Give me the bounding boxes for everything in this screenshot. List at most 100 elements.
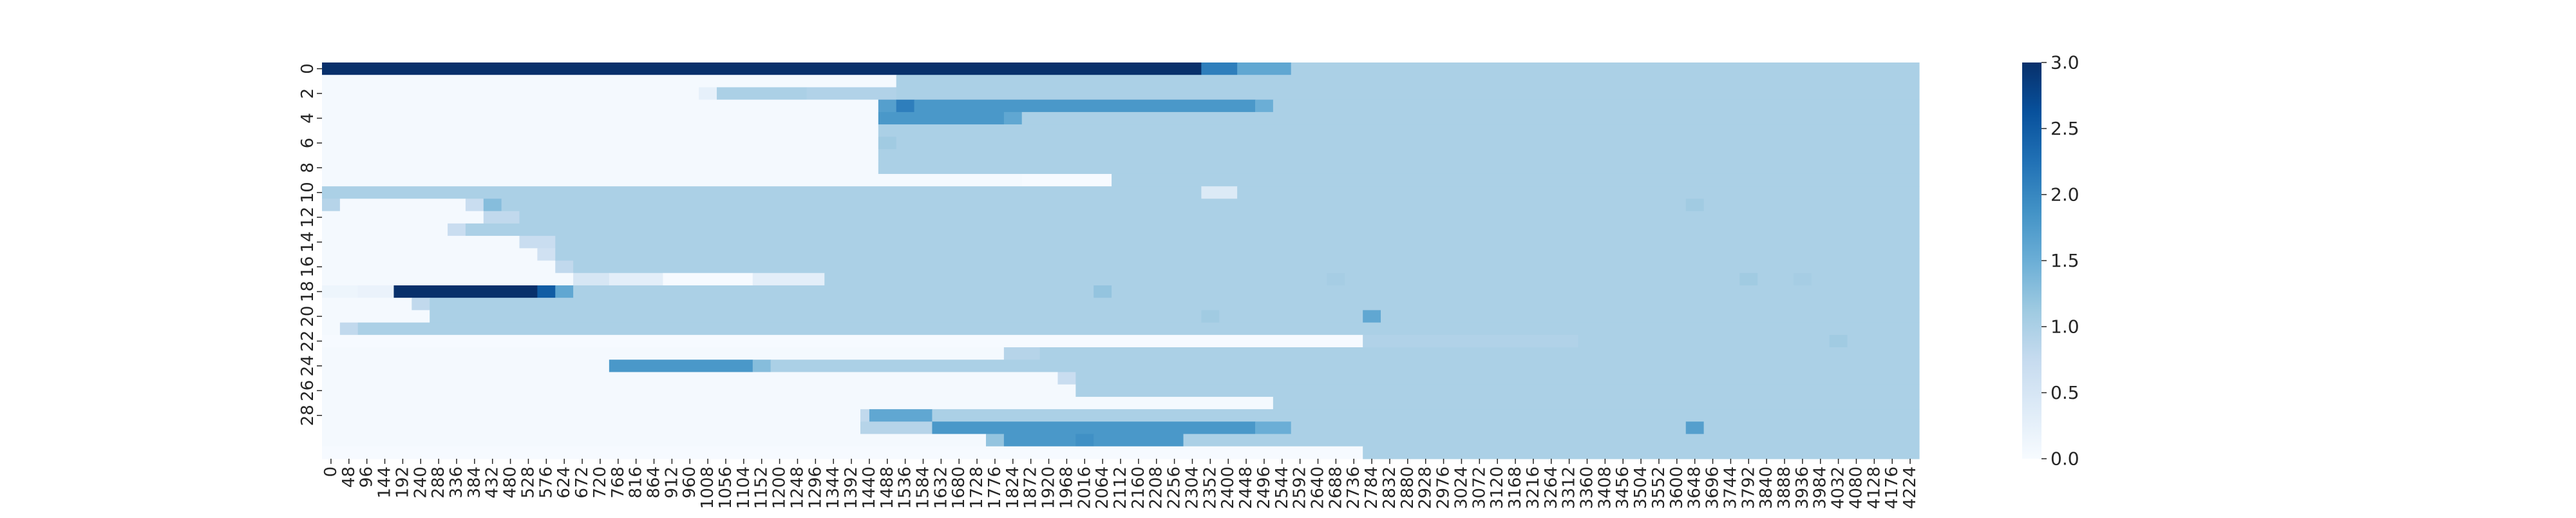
heatmap-cell (322, 248, 538, 262)
x-tick-label: 1440 (860, 466, 879, 509)
y-tick-label: 28 (298, 405, 317, 426)
x-tick-label: 1056 (716, 466, 735, 509)
y-tick-label: 22 (298, 331, 317, 352)
heatmap-cell (322, 421, 861, 435)
heatmap-cell (430, 298, 1920, 311)
heatmap-cell (555, 260, 574, 274)
heatmap-cell (878, 137, 897, 150)
heatmap-cell (483, 211, 520, 224)
heatmap-cell (322, 149, 879, 162)
heatmap-cell (537, 248, 556, 262)
heatmap-cell (986, 434, 1005, 447)
x-tick-label: 1632 (931, 466, 951, 509)
x-tick-label: 2736 (1344, 466, 1363, 509)
heatmap-cell (322, 322, 341, 336)
x-tick-label: 768 (609, 466, 628, 499)
x-tick-label: 1152 (752, 466, 772, 509)
heatmap-cell (878, 124, 1920, 137)
heatmap-cell (322, 434, 987, 447)
x-tick-label: 3456 (1613, 466, 1633, 509)
heatmap-cell (1003, 434, 1076, 447)
x-tick-label: 672 (573, 466, 592, 499)
x-tick-label: 4224 (1900, 466, 1920, 509)
heatmap-cell (537, 285, 556, 298)
heatmap-cell (322, 99, 879, 113)
x-tick-label: 3600 (1667, 466, 1687, 509)
heatmap-cell (501, 198, 1920, 212)
heatmap-cell (322, 173, 1023, 187)
x-tick-label: 1968 (1057, 466, 1076, 509)
heatmap-cell (573, 260, 1920, 274)
heatmap-cell (1201, 62, 1238, 75)
colorbar-tick-label: 2.0 (2050, 184, 2079, 206)
heatmap-cell (322, 273, 574, 286)
x-tick-label: 4032 (1829, 466, 1848, 509)
heatmap-cell (322, 223, 448, 236)
heatmap-cell (878, 149, 1920, 162)
heatmap-cell (717, 87, 807, 101)
heatmap-cell (896, 75, 1920, 88)
heatmap-cell (1291, 421, 1920, 435)
heatmap-cell (1201, 310, 1220, 323)
x-tick-label: 3696 (1703, 466, 1723, 509)
heatmap-cell (483, 198, 502, 212)
heatmap-cell (609, 360, 753, 373)
heatmap-cell (1021, 173, 1112, 187)
colorbar-gradient (2022, 62, 2041, 459)
heatmap-cell (1094, 434, 1184, 447)
heatmap-cell (770, 360, 1920, 373)
x-tick-label: 2976 (1434, 466, 1454, 509)
heatmap-cell (1363, 446, 1920, 459)
heatmap-cell (1829, 334, 1848, 348)
x-tick-label: 96 (357, 466, 377, 488)
heatmap-cell (357, 322, 1920, 336)
x-tick-label: 1200 (770, 466, 790, 509)
heatmap-cell (322, 360, 610, 373)
heatmap-cell (412, 298, 430, 311)
x-tick-label: 2592 (1291, 466, 1310, 509)
heatmap-cell (322, 236, 520, 249)
colorbar-tick-label: 1.5 (2050, 250, 2079, 271)
heatmap-cell (1201, 186, 1238, 200)
x-tick-label: 3264 (1542, 466, 1561, 509)
y-tick-label: 26 (298, 380, 317, 401)
x-tick-label: 1536 (896, 466, 915, 509)
y-tick-label: 0 (298, 63, 317, 74)
y-tick-label: 24 (298, 355, 317, 376)
heatmap-cell (860, 409, 870, 422)
heatmap-cell (555, 248, 1920, 262)
x-tick-label: 1104 (734, 466, 753, 509)
heatmap-cell (573, 285, 1920, 298)
heatmap-cell (1021, 99, 1256, 113)
x-tick-label: 3072 (1470, 466, 1489, 509)
x-tick-label: 1728 (967, 466, 987, 509)
heatmap-cell (322, 310, 430, 323)
heatmap-cell (860, 421, 933, 435)
heatmap-cell (1003, 347, 1041, 360)
x-tick-label: 4080 (1846, 466, 1866, 509)
heatmap-cell (322, 211, 341, 224)
heatmap-cell (1057, 372, 1076, 385)
heatmap-cell (322, 446, 1363, 459)
heatmap-cell (322, 298, 412, 311)
x-tick-label: 2400 (1218, 466, 1238, 509)
x-tick-label: 3552 (1649, 466, 1669, 509)
heatmap-cell (1075, 372, 1920, 385)
x-tick-label: 1824 (1003, 466, 1023, 509)
heatmap-cell (573, 273, 610, 286)
y-tick-label: 6 (298, 138, 317, 149)
x-tick-label: 3120 (1488, 466, 1507, 509)
x-tick-label: 384 (465, 466, 484, 499)
x-tick-label: 192 (393, 466, 412, 499)
x-tick-label: 2256 (1165, 466, 1184, 509)
heatmap-cell (1003, 111, 1023, 125)
x-tick-label: 3888 (1775, 466, 1794, 509)
heatmap-cell (1363, 310, 1381, 323)
heatmap-cell (1021, 111, 1920, 125)
heatmap-cell (322, 161, 879, 175)
x-tick-label: 3360 (1577, 466, 1596, 509)
y-tick-label: 4 (298, 113, 317, 124)
x-tick-label: 1008 (698, 466, 717, 509)
heatmap-cell (1273, 434, 1920, 447)
